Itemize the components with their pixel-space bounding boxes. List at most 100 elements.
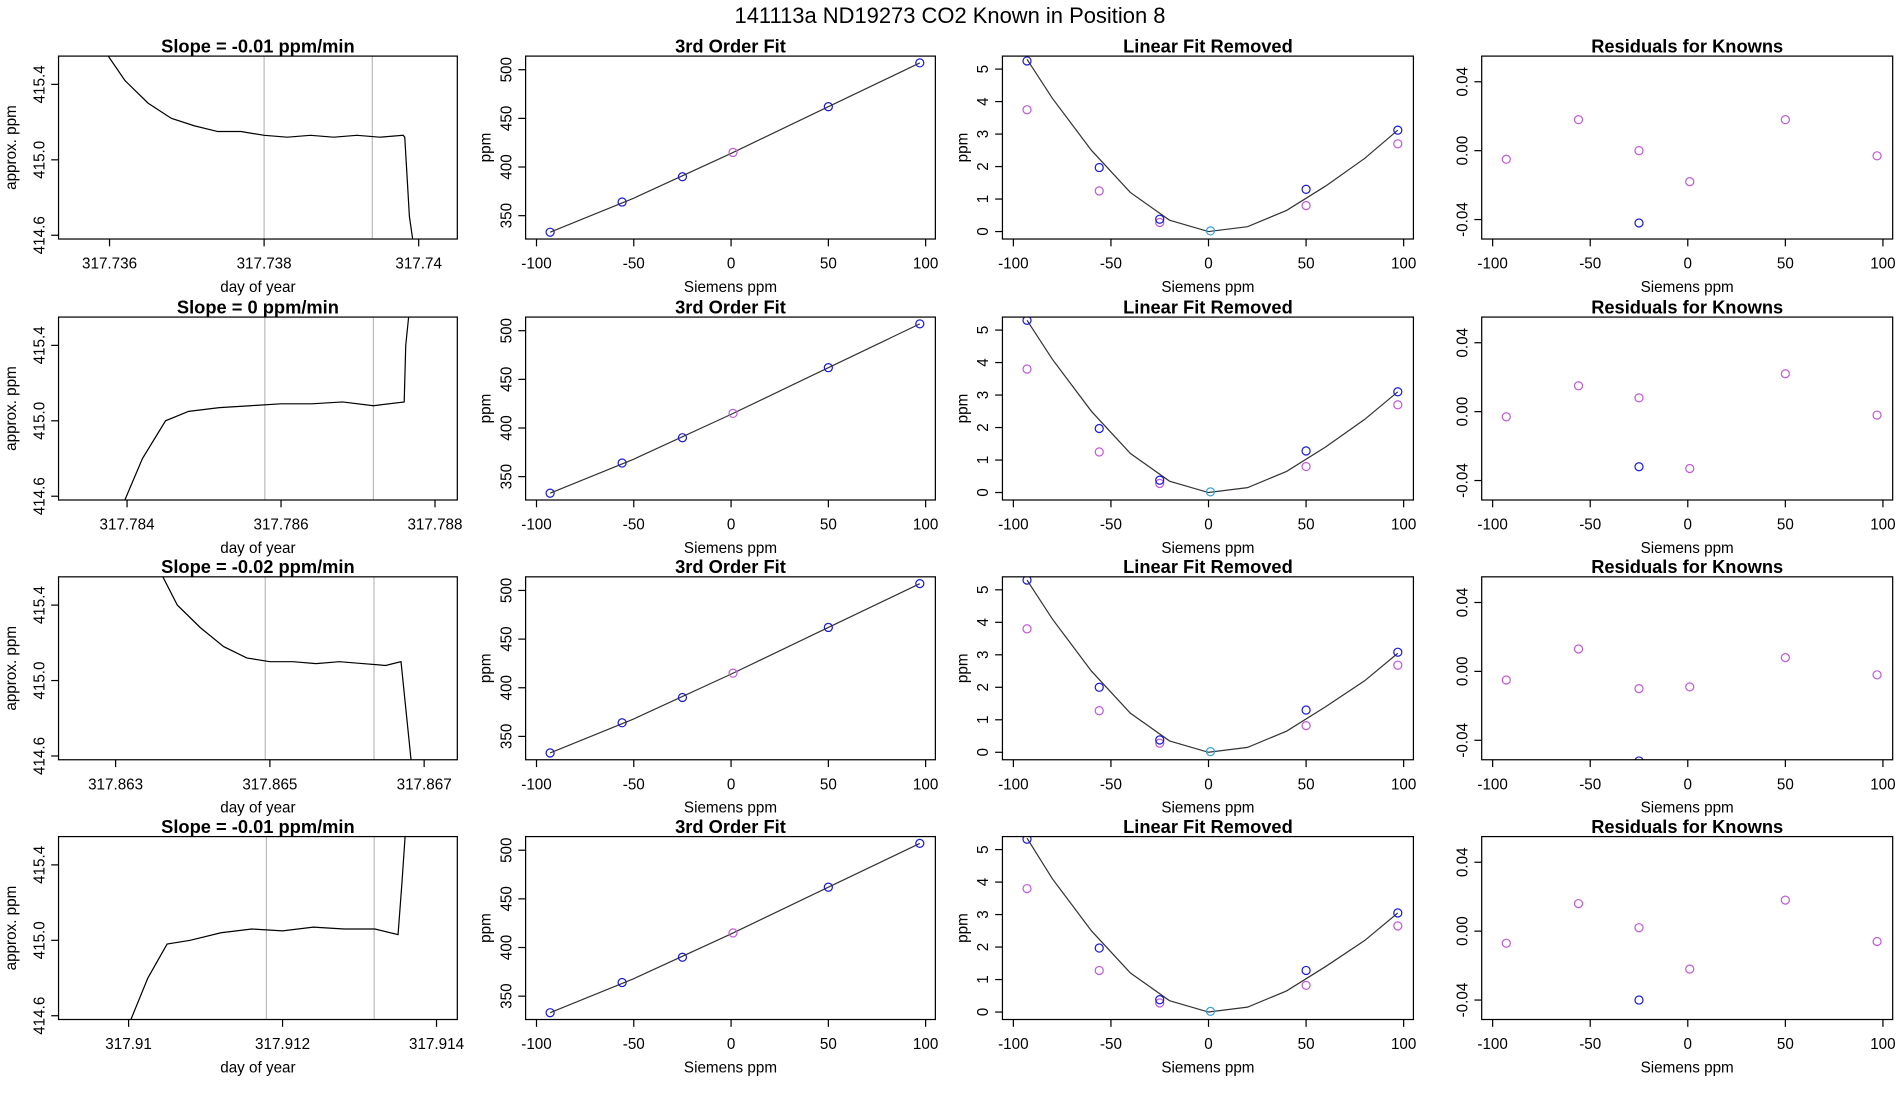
data-point <box>1205 487 1216 497</box>
x-axis-label: day of year <box>220 800 295 817</box>
panel: Residuals for Knowns Siemens ppm -100 -50 0 5… <box>1454 296 1895 556</box>
y-tick-label: 5 <box>975 845 992 853</box>
panel-title: Linear Fit Removed <box>1123 556 1293 577</box>
data-point <box>1155 995 1165 1005</box>
plot-frame <box>57 316 458 501</box>
data-point <box>1393 139 1403 149</box>
x-tick-label: 0 <box>727 776 735 793</box>
y-tick-label: 415.0 <box>31 402 48 440</box>
data-point <box>1094 162 1104 173</box>
data-point <box>823 102 833 112</box>
y-tick-label: 400 <box>498 154 515 179</box>
y-tick-label: 4 <box>975 618 992 627</box>
panel-title: Slope = -0.02 ppm/min <box>161 556 355 577</box>
x-tick-label: 0 <box>1204 517 1212 534</box>
y-axis-label: approx. ppm <box>3 626 20 711</box>
plot-area <box>545 838 925 1018</box>
x-axis-label: Siemens ppm <box>1161 540 1254 557</box>
plot-frame <box>1481 316 1894 501</box>
data-point <box>1393 400 1403 410</box>
data-point <box>1022 364 1032 374</box>
x-tick-label: 0 <box>727 256 735 273</box>
x-tick-label: 100 <box>913 517 938 534</box>
data-point <box>1022 624 1032 634</box>
plot-area <box>162 576 412 760</box>
y-tick-label: 0.04 <box>1454 327 1471 357</box>
x-tick-label: -100 <box>1477 776 1508 793</box>
panel-title: 3rd Order Fit <box>675 296 786 317</box>
y-tick-label: 415.4 <box>31 845 48 884</box>
series-line <box>549 62 921 233</box>
x-tick-label: 317.788 <box>407 517 462 534</box>
y-axis-label: ppm <box>478 394 495 424</box>
plot-area <box>1501 644 1882 760</box>
x-axis-label: Siemens ppm <box>1161 800 1254 817</box>
y-tick-label: 414.6 <box>31 477 48 515</box>
y-tick-label: 0 <box>975 488 992 496</box>
y-tick-label: 400 <box>498 675 515 700</box>
data-point <box>1501 675 1511 685</box>
x-tick-label: -100 <box>998 1036 1029 1053</box>
y-tick-label: 3 <box>975 130 992 138</box>
x-tick-label: 50 <box>1298 776 1315 793</box>
data-point <box>545 488 555 498</box>
x-tick-label: -50 <box>623 776 645 793</box>
y-tick-label: 450 <box>498 106 515 131</box>
x-tick-label: -50 <box>1579 256 1601 273</box>
data-point <box>1634 218 1644 228</box>
x-axis-label: day of year <box>220 540 295 557</box>
y-axis-label: approx. ppm <box>3 886 20 971</box>
y-tick-label: 415.4 <box>31 326 48 365</box>
y-tick-label: 415.4 <box>31 586 48 625</box>
data-point <box>1634 756 1644 760</box>
x-tick-label: -50 <box>623 1036 645 1053</box>
x-tick-label: 50 <box>1298 256 1315 273</box>
y-tick-label: 2 <box>975 162 992 170</box>
x-tick-label: -50 <box>1100 776 1122 793</box>
data-point <box>1155 478 1165 489</box>
data-point <box>1872 936 1882 947</box>
y-tick-label: 0.00 <box>1454 397 1471 427</box>
data-point <box>1022 105 1032 115</box>
x-tick-label: 100 <box>1391 517 1416 534</box>
data-point <box>1022 836 1032 844</box>
y-tick-label: 4 <box>975 97 992 106</box>
series-line <box>549 323 921 494</box>
y-axis-label: ppm <box>478 913 495 943</box>
x-tick-label: 100 <box>1870 256 1895 273</box>
plot-area <box>545 319 925 498</box>
y-axis-label: ppm <box>478 653 495 683</box>
x-tick-label: 100 <box>1870 1036 1895 1053</box>
x-axis-label: Siemens ppm <box>1161 279 1254 296</box>
y-tick-label: 3 <box>975 391 992 399</box>
x-tick-label: 50 <box>820 517 837 534</box>
data-point <box>1205 226 1216 236</box>
data-point <box>728 408 738 419</box>
y-tick-label: 350 <box>498 724 515 749</box>
plot-area <box>1501 895 1882 1005</box>
y-axis-label: approx. ppm <box>3 105 20 190</box>
data-point <box>1155 217 1165 228</box>
plot-area <box>130 836 406 1020</box>
data-point <box>1393 125 1403 135</box>
x-tick-label: 0 <box>1684 256 1692 273</box>
data-point <box>1573 115 1584 125</box>
series-line <box>549 842 921 1014</box>
x-tick-label: 0 <box>1204 776 1212 793</box>
plot-frame <box>1001 316 1415 501</box>
plot-frame <box>57 55 458 240</box>
data-point <box>1393 660 1403 670</box>
y-tick-label: 1 <box>975 716 992 724</box>
data-point <box>1685 964 1695 974</box>
data-point <box>1022 56 1032 66</box>
data-point <box>1094 682 1104 692</box>
y-axis-label: approx. ppm <box>3 366 20 451</box>
x-tick-label: -100 <box>521 776 552 793</box>
x-tick-label: -50 <box>1579 1036 1601 1053</box>
y-tick-label: 0.04 <box>1454 587 1471 617</box>
plot-area <box>1022 56 1403 236</box>
x-tick-label: -100 <box>521 517 552 534</box>
y-tick-label: 0 <box>975 227 992 235</box>
data-point <box>1155 735 1165 745</box>
